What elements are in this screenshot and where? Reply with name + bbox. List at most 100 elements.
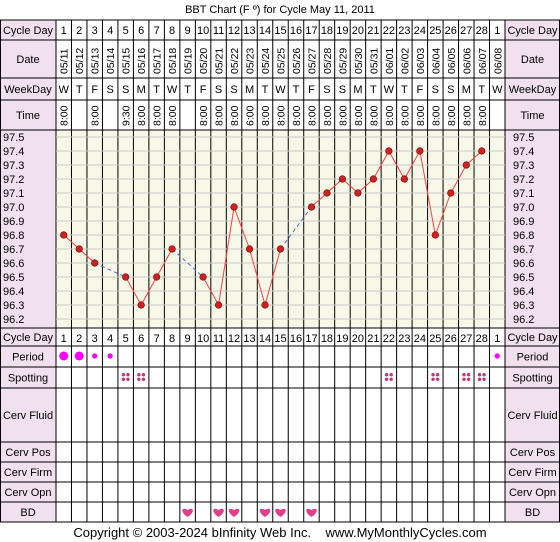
time-label: 9:30 [121, 105, 133, 126]
cycle-day-top: 13 [243, 25, 255, 37]
weekday-label: W [492, 84, 503, 96]
date-label: 06/01 [384, 48, 396, 74]
date-label: 05/20 [198, 48, 210, 74]
cycle-day-bottom: 2 [76, 333, 82, 345]
temp-line-segment [249, 248, 266, 306]
period-dot [494, 353, 500, 359]
y-tick-label-left: 96.3 [3, 300, 24, 312]
cycle-day-top: 15 [274, 25, 286, 37]
weekday-label: T [153, 84, 160, 96]
y-tick-label-right: 97.1 [513, 188, 534, 200]
y-tick-label-left: 96.9 [3, 216, 24, 228]
date-label: 05/22 [229, 48, 241, 74]
cycle-day-bottom: 26 [445, 333, 457, 345]
temp-point [137, 301, 145, 309]
weekday-label: S [339, 84, 346, 96]
cycle-day-top: 20 [352, 25, 364, 37]
y-tick-label-right: 96.8 [513, 230, 534, 242]
y-tick-label-right: 96.4 [513, 286, 534, 298]
period-dot [107, 353, 113, 359]
temp-point [431, 231, 439, 239]
row-label-period: Period [12, 352, 44, 364]
weekday-label: F [308, 84, 315, 96]
spotting-dot [435, 373, 440, 377]
date-label: 06/02 [399, 48, 411, 74]
weekday-label: M [245, 84, 254, 96]
cycle-day-top: 21 [367, 25, 379, 37]
y-tick-label-left: 97.4 [3, 146, 24, 158]
cycle-day-bottom: 23 [398, 333, 410, 345]
left-label-column [0, 20, 56, 522]
cycle-day-bottom: 13 [243, 333, 255, 345]
temp-point [462, 161, 470, 169]
cycle-day-top: 22 [383, 25, 395, 37]
time-label: 8:00 [368, 105, 380, 126]
bd-heart-icon [275, 508, 286, 517]
cycle-day-bottom: 15 [274, 333, 286, 345]
date-label: 05/24 [260, 48, 272, 74]
temp-point [230, 203, 238, 211]
time-label: 6:00 [245, 105, 257, 126]
time-label: 8:00 [59, 105, 71, 126]
date-label: 05/26 [291, 48, 303, 74]
weekday-label: T [401, 84, 408, 96]
cycle-day-top: 24 [414, 25, 426, 37]
spotting-dot [477, 373, 482, 377]
weekday-label: S [230, 84, 237, 96]
row-label-cerv_firm-right: Cerv Firm [508, 467, 556, 479]
temp-point [168, 245, 176, 253]
weekday-label: S [432, 84, 439, 96]
footer-copyright: Copyright © 2003-2024 bInfinity Web Inc.… [73, 525, 486, 540]
date-label: 05/17 [152, 48, 164, 74]
cycle-day-bottom: 7 [154, 333, 160, 345]
spotting-dot [462, 373, 466, 377]
temp-point [323, 189, 331, 197]
cycle-day-top: 16 [290, 25, 302, 37]
time-label: 8:00 [90, 105, 102, 126]
bd-heart-icon [182, 508, 193, 517]
y-tick-label-left: 96.6 [3, 258, 24, 270]
date-label: 05/21 [214, 48, 226, 74]
weekday-label: T [293, 84, 300, 96]
spotting-dot [389, 373, 393, 377]
cycle-day-top: 14 [259, 25, 271, 37]
temp-point [276, 245, 285, 253]
weekday-label: T [262, 84, 269, 96]
temp-point [153, 273, 161, 281]
cycle-day-bottom: 24 [414, 333, 426, 345]
date-label: 05/15 [121, 48, 133, 74]
time-label: 8:00 [430, 105, 442, 126]
cycle-day-bottom: 19 [336, 333, 348, 345]
time-label: 8:00 [276, 105, 288, 126]
y-tick-label-right: 97.0 [513, 202, 534, 214]
cycle-day-bottom: 4 [107, 333, 113, 345]
temp-line-segment [434, 192, 452, 236]
temp-line-segment [125, 276, 142, 306]
cycle-day-top: 9 [185, 25, 191, 37]
spotting-dot [431, 373, 435, 377]
time-label: 8:00 [384, 105, 396, 126]
cycle-day-top: 2 [76, 25, 82, 37]
spotting-dot [121, 377, 126, 381]
cycle-day-bottom: 16 [290, 333, 302, 345]
time-label: 8:00 [229, 105, 241, 126]
cycle-day-bottom: 14 [259, 333, 271, 345]
cycle-day-top: 6 [138, 25, 144, 37]
cycle-day-bottom: 28 [476, 333, 488, 345]
y-tick-label-right: 96.2 [513, 314, 534, 326]
spotting-dot [137, 373, 141, 377]
date-label: 06/05 [446, 48, 458, 74]
y-tick-label-left: 97.0 [3, 202, 24, 214]
spotting-dot [477, 377, 482, 381]
spotting-dot [431, 377, 435, 381]
gap-dashed-line [94, 262, 126, 278]
y-tick-label-left: 96.4 [3, 286, 24, 298]
temp-line-segment [403, 150, 421, 180]
time-label: 8:00 [461, 105, 473, 126]
temp-point [338, 175, 347, 183]
spotting-dot [389, 377, 393, 381]
temp-point [199, 273, 207, 281]
cycle-day-bottom: 8 [169, 333, 175, 345]
temp-point [385, 147, 393, 155]
